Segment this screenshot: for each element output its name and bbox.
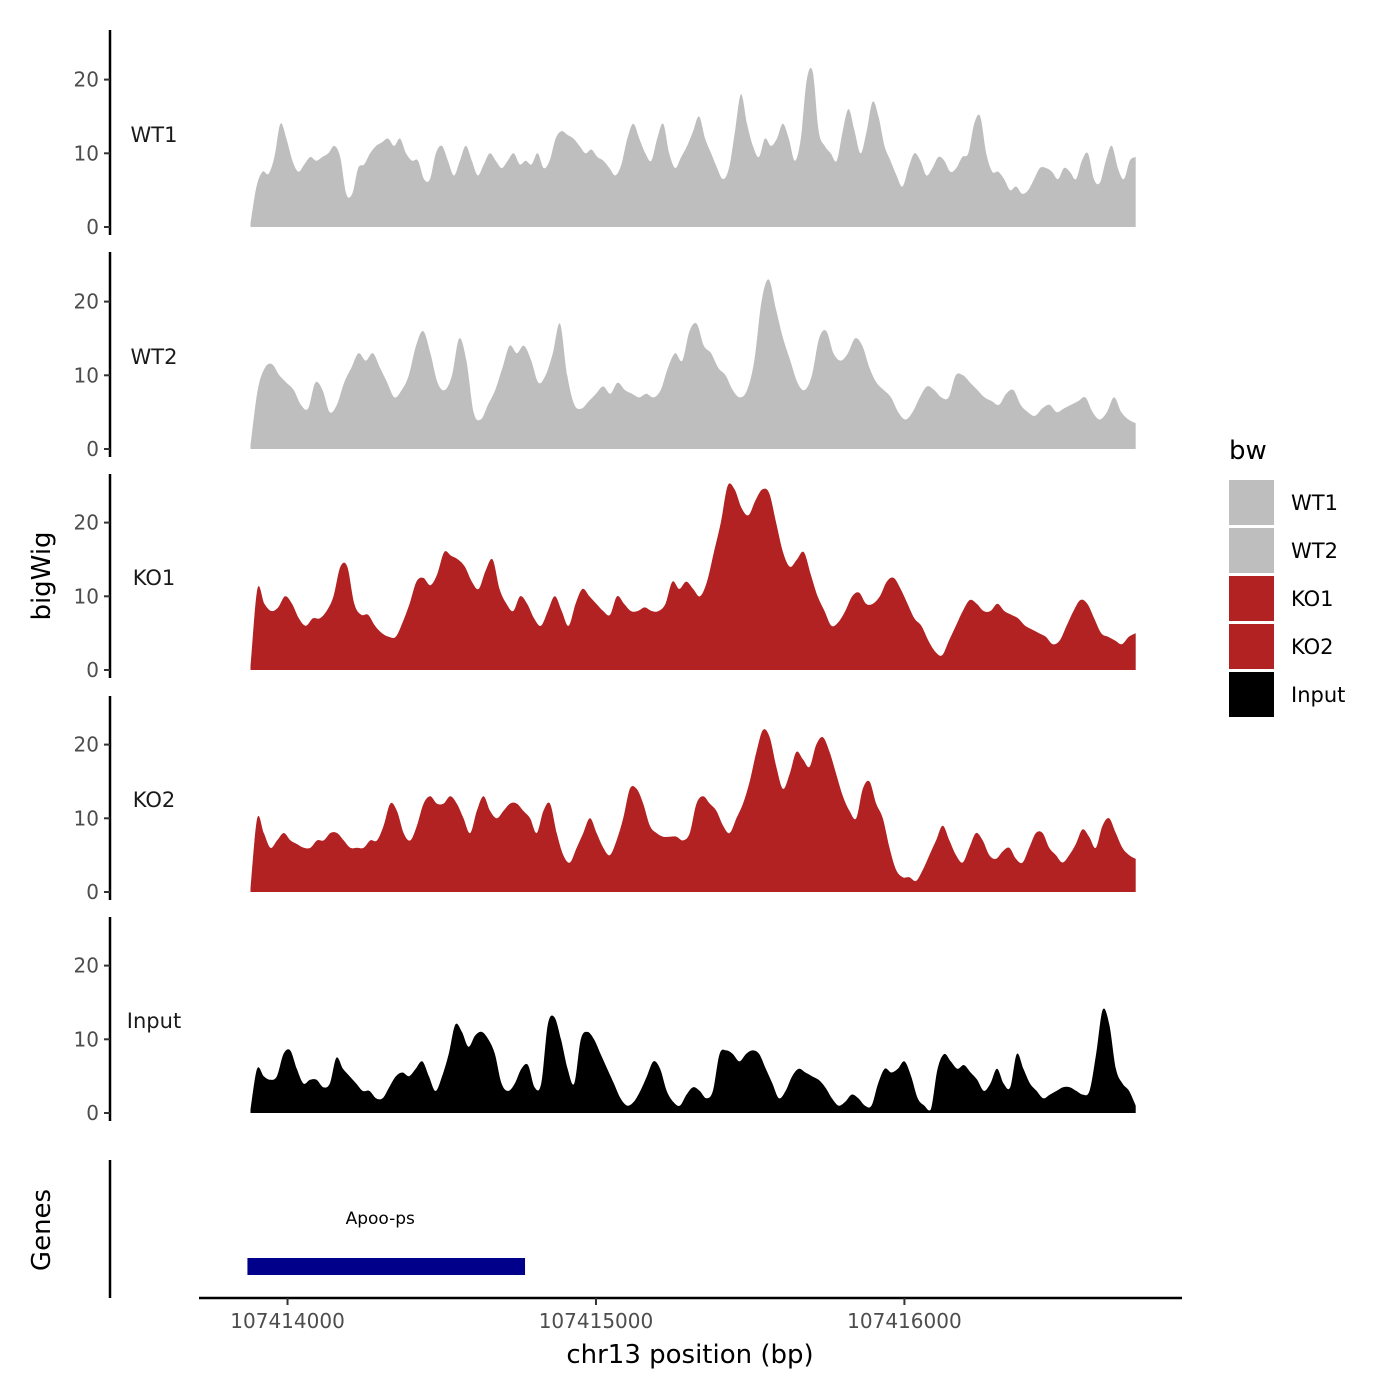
x-axis-title: chr13 position (bp) bbox=[566, 1340, 813, 1370]
y-tick-label: 10 bbox=[74, 806, 99, 830]
track-wt2: 0 10 20 WT2 bbox=[74, 252, 1136, 461]
legend-item-ko1: KO1 bbox=[1229, 576, 1334, 621]
x-tick-label: 107415000 bbox=[539, 1309, 654, 1333]
gene-bar-apoo-ps bbox=[247, 1258, 526, 1275]
y-tick-label: 20 bbox=[74, 68, 99, 92]
y-tick-label: 20 bbox=[74, 290, 99, 314]
signal-area-wt2 bbox=[250, 279, 1136, 449]
track-input: 0 10 20 Input bbox=[74, 917, 1136, 1125]
y-tick-label: 0 bbox=[86, 658, 99, 682]
y-tick-label: 0 bbox=[86, 437, 99, 461]
y-tick-label: 0 bbox=[86, 880, 99, 904]
gene-label: Apoo-ps bbox=[346, 1209, 415, 1229]
legend-item-input: Input bbox=[1229, 672, 1345, 717]
legend-item-ko2: KO2 bbox=[1229, 624, 1334, 669]
legend-title: bw bbox=[1229, 436, 1267, 466]
legend-swatch bbox=[1229, 576, 1274, 621]
legend-swatch bbox=[1229, 624, 1274, 669]
legend-swatch bbox=[1229, 672, 1274, 717]
track-label: KO1 bbox=[133, 566, 176, 590]
y-tick-label: 20 bbox=[74, 954, 99, 978]
y-tick-label: 0 bbox=[86, 1101, 99, 1125]
legend-swatch bbox=[1229, 528, 1274, 573]
genes-track: Apoo-ps bbox=[108, 1160, 526, 1298]
track-label: WT1 bbox=[131, 123, 178, 147]
legend-label: WT1 bbox=[1291, 491, 1338, 515]
y-tick-label: 10 bbox=[74, 141, 99, 165]
track-wt1: 0 10 20 WT1 bbox=[74, 30, 1136, 239]
x-axis: 107414000 107415000 107416000 bbox=[199, 1296, 1182, 1333]
legend-label: KO2 bbox=[1291, 635, 1334, 659]
legend-item-wt2: WT2 bbox=[1229, 528, 1338, 573]
signal-area-ko2 bbox=[250, 729, 1136, 892]
legend-item-wt1: WT1 bbox=[1229, 480, 1338, 525]
y-axis-title: bigWig bbox=[27, 531, 57, 620]
signal-area-input bbox=[250, 1008, 1136, 1113]
track-label: WT2 bbox=[131, 345, 178, 369]
legend-label: WT2 bbox=[1291, 539, 1338, 563]
legend-label: KO1 bbox=[1291, 587, 1334, 611]
signal-area-wt1 bbox=[250, 67, 1136, 227]
x-tick-label: 107414000 bbox=[230, 1309, 345, 1333]
y-tick-label: 10 bbox=[74, 584, 99, 608]
y-tick-label: 20 bbox=[74, 733, 99, 757]
x-tick-label: 107416000 bbox=[847, 1309, 962, 1333]
y-tick-label: 20 bbox=[74, 511, 99, 535]
track-label: Input bbox=[127, 1009, 181, 1033]
track-ko1: 0 10 20 KO1 bbox=[74, 474, 1136, 682]
track-label: KO2 bbox=[133, 788, 176, 812]
y-tick-label: 10 bbox=[74, 363, 99, 387]
genes-track-title: Genes bbox=[27, 1189, 57, 1271]
track-panels: 0 10 20 WT1 0 10 20 WT2 0 10 20 KO1 0 10 20 KO2 0 10 20 Inp… bbox=[74, 30, 1136, 1125]
y-tick-label: 0 bbox=[86, 215, 99, 239]
legend: WT1 WT2 KO1 KO2 Input bbox=[1229, 480, 1345, 717]
track-ko2: 0 10 20 KO2 bbox=[74, 696, 1136, 904]
legend-label: Input bbox=[1291, 683, 1345, 707]
legend-swatch bbox=[1229, 480, 1274, 525]
signal-area-ko1 bbox=[250, 483, 1136, 670]
y-tick-label: 10 bbox=[74, 1027, 99, 1051]
